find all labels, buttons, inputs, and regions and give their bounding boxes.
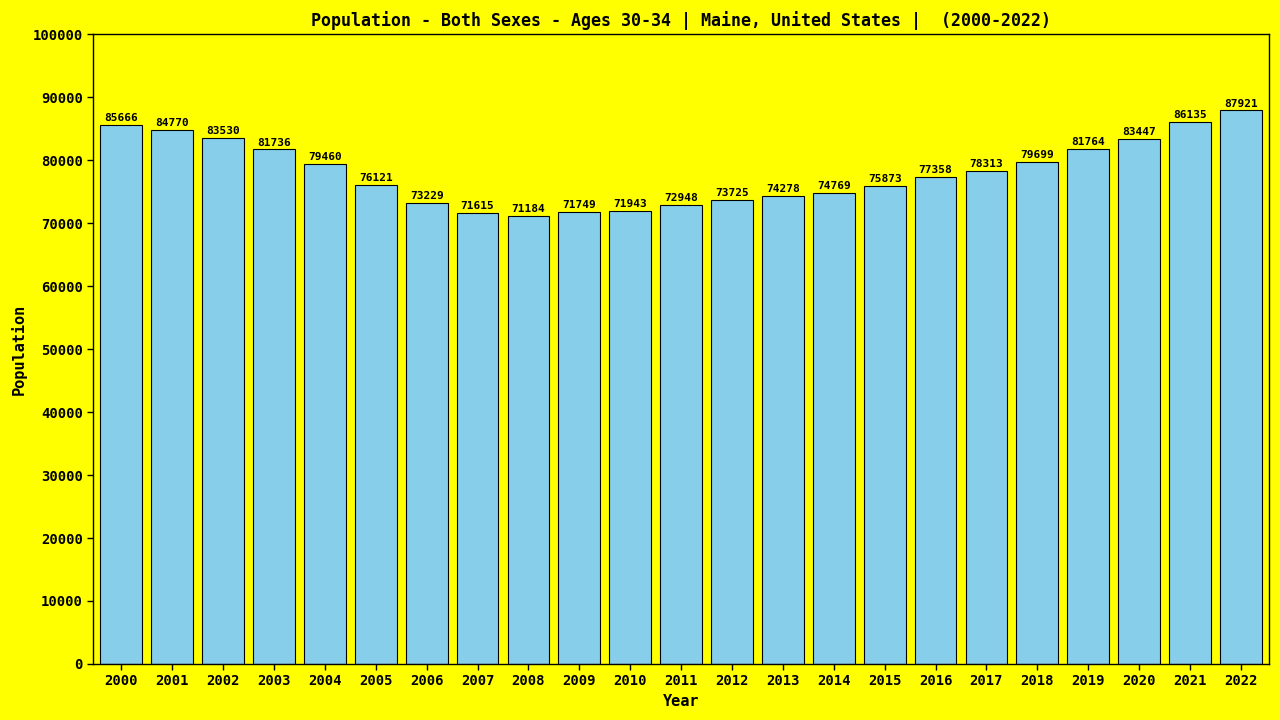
Text: 76121: 76121 <box>358 173 393 183</box>
Bar <box>1119 139 1160 664</box>
Text: 83530: 83530 <box>206 126 239 136</box>
Y-axis label: Population: Population <box>12 304 27 395</box>
Bar <box>406 203 448 664</box>
Bar <box>508 216 549 664</box>
Text: 74278: 74278 <box>765 184 800 194</box>
Bar <box>1220 110 1262 664</box>
Bar <box>100 125 142 664</box>
Bar <box>915 177 956 664</box>
Text: 73229: 73229 <box>410 191 444 201</box>
Text: 81764: 81764 <box>1071 138 1105 148</box>
Bar <box>202 138 244 664</box>
Bar <box>457 213 498 664</box>
Bar <box>712 200 753 664</box>
Bar <box>1016 162 1059 664</box>
Text: 72948: 72948 <box>664 193 698 203</box>
Text: 79460: 79460 <box>308 152 342 162</box>
Bar <box>1169 122 1211 664</box>
Text: 87921: 87921 <box>1224 99 1258 109</box>
Text: 77358: 77358 <box>919 165 952 175</box>
Text: 79699: 79699 <box>1020 150 1055 161</box>
Text: 73725: 73725 <box>716 188 749 198</box>
Bar <box>965 171 1007 664</box>
X-axis label: Year: Year <box>663 694 699 709</box>
Bar <box>355 185 397 664</box>
Bar <box>813 193 855 664</box>
Text: 71184: 71184 <box>512 204 545 214</box>
Title: Population - Both Sexes - Ages 30-34 | Maine, United States |  (2000-2022): Population - Both Sexes - Ages 30-34 | M… <box>311 11 1051 30</box>
Text: 74769: 74769 <box>817 181 851 192</box>
Text: 75873: 75873 <box>868 174 901 184</box>
Bar <box>762 197 804 664</box>
Text: 81736: 81736 <box>257 138 291 148</box>
Text: 84770: 84770 <box>155 118 189 128</box>
Text: 71943: 71943 <box>613 199 648 209</box>
Bar <box>305 163 346 664</box>
Text: 83447: 83447 <box>1123 127 1156 137</box>
Bar <box>864 186 905 664</box>
Bar <box>253 149 294 664</box>
Text: 86135: 86135 <box>1174 110 1207 120</box>
Text: 71749: 71749 <box>562 200 596 210</box>
Bar <box>660 204 701 664</box>
Bar <box>609 211 652 664</box>
Bar <box>1068 149 1108 664</box>
Text: 78313: 78313 <box>969 159 1004 169</box>
Bar <box>151 130 193 664</box>
Bar <box>558 212 600 664</box>
Text: 85666: 85666 <box>105 113 138 123</box>
Text: 71615: 71615 <box>461 201 494 211</box>
